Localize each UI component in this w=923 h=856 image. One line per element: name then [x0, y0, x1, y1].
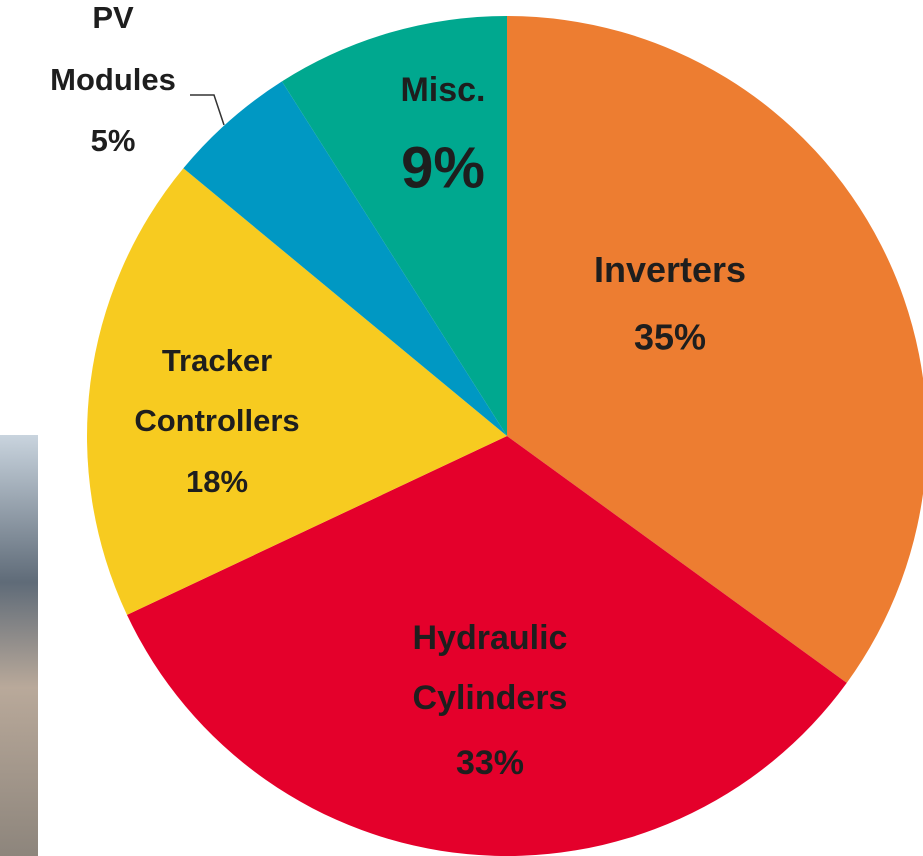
slice-label: Misc.: [400, 71, 485, 109]
chart: Inverters35%HydraulicCylinders33%Tracker…: [0, 0, 923, 856]
slice-value-label: 18%: [186, 464, 248, 499]
slice-value-label: 33%: [456, 744, 524, 782]
slice-value-label: 35%: [634, 317, 706, 358]
slice-value-label: 5%: [91, 123, 136, 158]
page: Inverters35%HydraulicCylinders33%Tracker…: [0, 0, 923, 856]
slice-value-label: 9%: [401, 135, 485, 200]
photo: [0, 435, 38, 856]
leader-line: [190, 95, 224, 125]
slice-label: Inverters: [594, 249, 746, 290]
